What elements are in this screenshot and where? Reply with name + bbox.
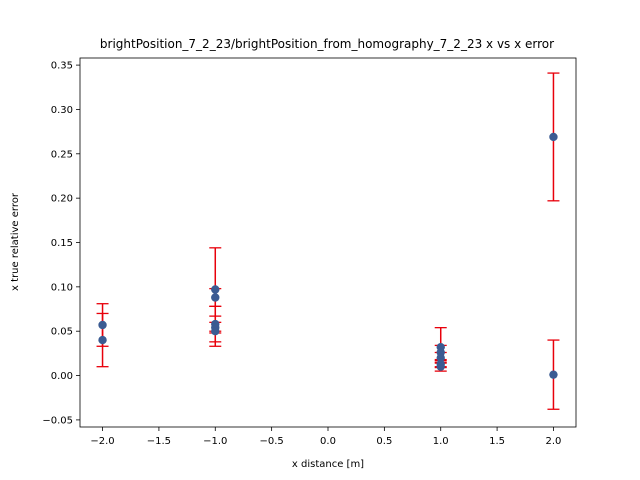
data-point [211,327,220,336]
data-point [98,320,107,330]
data-point [211,285,220,294]
y-tick-label: 0.15 [51,238,73,249]
y-tick-label: −0.05 [42,415,73,426]
x-tick-label: −1.0 [203,436,227,447]
data-point [211,293,220,302]
data-point [549,132,558,142]
y-tick-label: 0.20 [51,194,73,205]
y-axis: −0.05 0.00 0.05 0.10 0.15 0.20 0.25 0.30 0.35 [42,61,80,426]
y-tick-label: 0.00 [51,371,73,382]
data-point [436,362,445,371]
x-axis: −2.0 −1.5 −1.0 −0.5 0.0 0.5 1.0 1.5 2.0 [90,427,561,447]
data-point [436,353,445,363]
x-tick-label: 0.5 [376,436,392,447]
y-tick-label: 0.05 [51,327,73,338]
x-tick-label: 2.0 [546,436,562,447]
chart-title: brightPosition_7_2_23/brightPosition_fro… [100,37,554,51]
y-tick-label: 0.25 [51,149,73,160]
x-tick-label: 1.0 [433,436,449,447]
x-tick-label: 0.0 [320,436,336,447]
x-axis-label: x distance [m] [292,459,364,470]
x-tick-label: −2.0 [90,436,114,447]
x-tick-label: −0.5 [259,436,283,447]
y-axis-label: x true relative error [10,192,21,291]
plot-area [79,57,577,428]
y-tick-label: 0.10 [51,282,73,293]
x-tick-label: 1.5 [489,436,505,447]
error-bars [96,72,560,410]
y-tick-label: 0.30 [51,105,73,116]
data-points [98,132,558,379]
data-point [98,335,107,345]
data-point [549,370,558,379]
x-tick-label: −1.5 [147,436,171,447]
y-tick-label: 0.35 [51,61,73,72]
